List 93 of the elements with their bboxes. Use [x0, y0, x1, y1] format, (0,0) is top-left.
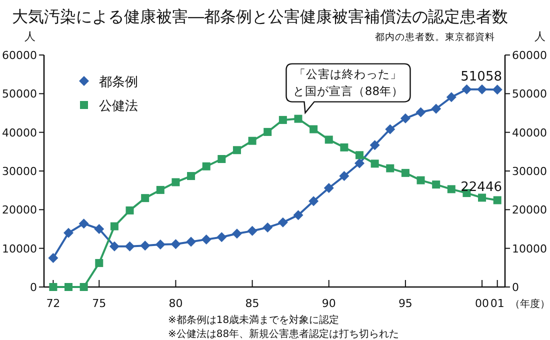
x-tick-label: 90	[322, 297, 336, 310]
point	[216, 232, 227, 242]
point	[477, 84, 488, 94]
point	[80, 283, 88, 291]
point	[155, 239, 166, 250]
point	[462, 84, 472, 94]
point	[339, 171, 350, 182]
point	[170, 239, 181, 250]
point	[294, 114, 302, 123]
point	[201, 234, 212, 244]
point	[493, 196, 502, 204]
point	[370, 140, 380, 150]
x-tick-label: 85	[245, 297, 260, 310]
x-tick-label: 75	[92, 297, 106, 310]
x-tick-label: 72	[46, 297, 60, 310]
text: ※公健法は88年、新規公害患者認定は打ち切られた	[168, 328, 400, 340]
point	[308, 196, 319, 206]
point	[232, 146, 241, 154]
point	[416, 176, 425, 184]
point	[64, 228, 74, 238]
y2-axis-title: 人	[534, 30, 546, 43]
y2-tick-label: 0	[512, 281, 519, 294]
point	[64, 283, 73, 291]
point	[248, 136, 256, 145]
legend-label: 公健法	[99, 99, 138, 114]
point	[109, 241, 120, 252]
y-tick-label: 30000	[2, 165, 37, 178]
data-label: 22446	[460, 180, 502, 196]
point	[401, 168, 410, 177]
point	[49, 283, 58, 291]
point	[416, 107, 426, 118]
annotation: 「公害は終わった」と国が宣言（88年）	[292, 66, 405, 100]
point	[385, 124, 396, 134]
y2-tick-label: 50000	[512, 88, 547, 101]
y-tick-label: 40000	[2, 126, 37, 140]
x-tick-label: 00	[475, 297, 490, 310]
y-tick-label: 50000	[2, 88, 37, 101]
point	[140, 240, 150, 251]
y-axis-title: 人	[24, 30, 36, 43]
point	[324, 183, 334, 194]
x-tick-label: 95	[398, 297, 412, 310]
point	[447, 185, 456, 194]
point	[356, 151, 364, 160]
point	[78, 218, 89, 229]
point	[386, 164, 394, 172]
point	[94, 224, 104, 234]
point	[478, 194, 486, 202]
y2-tick-label: 60000	[512, 49, 547, 62]
point	[293, 210, 304, 220]
point	[126, 206, 134, 214]
point	[124, 241, 135, 252]
point	[247, 226, 258, 236]
point	[218, 155, 226, 164]
point	[172, 178, 180, 186]
point	[202, 162, 210, 170]
point	[446, 92, 456, 102]
point	[156, 186, 164, 194]
text: ※都条例は18歳未満までを対象に認定	[168, 314, 340, 326]
point	[48, 253, 58, 263]
point	[110, 222, 118, 230]
point	[354, 158, 364, 168]
point	[278, 116, 287, 124]
point	[262, 222, 273, 232]
y-tick-label: 20000	[2, 204, 37, 217]
x-axis-title: （年度）	[510, 298, 550, 310]
point	[264, 128, 272, 136]
point	[278, 217, 288, 228]
point	[370, 160, 379, 168]
point	[232, 228, 242, 239]
y2-tick-label: 20000	[512, 204, 547, 217]
point	[431, 104, 442, 114]
point	[432, 180, 440, 189]
text: 都内の患者数。東京都資料	[375, 31, 495, 43]
x-tick-label: 80	[168, 297, 183, 310]
chart-title: 大気汚染による健康被害―都条例と公害健康被害補償法の認定患者数	[12, 7, 508, 26]
point	[186, 236, 196, 247]
point	[187, 172, 196, 180]
point	[400, 113, 410, 124]
point	[95, 259, 104, 268]
y2-tick-label: 30000	[512, 165, 547, 178]
point	[310, 125, 318, 134]
y-tick-label: 10000	[2, 242, 37, 256]
point	[141, 194, 150, 202]
legend-label: 都条例	[99, 75, 138, 90]
y-tick-label: 0	[30, 281, 37, 294]
x-tick-label: 01	[490, 297, 504, 310]
point	[492, 84, 502, 95]
point	[324, 136, 333, 144]
y2-tick-label: 10000	[512, 242, 547, 256]
data-label: 51058	[460, 70, 502, 85]
y-tick-label: 60000	[2, 49, 37, 62]
y2-tick-label: 40000	[512, 126, 547, 140]
point	[340, 143, 348, 152]
